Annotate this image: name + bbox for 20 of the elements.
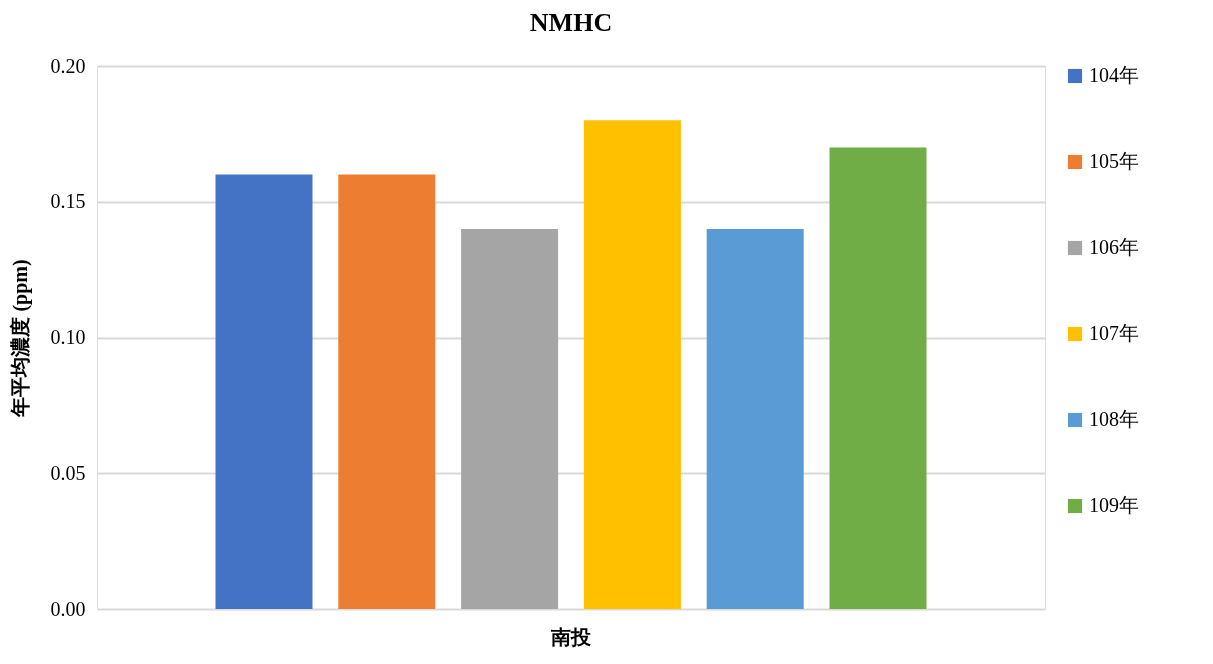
legend-label: 104年 xyxy=(1089,64,1139,86)
chart-title: NMHC xyxy=(529,8,613,37)
y-tick-label: 0.00 xyxy=(50,597,86,620)
x-tick-label: 南投 xyxy=(550,625,592,648)
bar xyxy=(215,174,313,609)
legend-label: 105年 xyxy=(1089,150,1139,172)
y-tick-label: 0.05 xyxy=(50,461,86,484)
legend-label: 107年 xyxy=(1089,322,1139,344)
bar xyxy=(829,147,927,609)
bar xyxy=(461,228,559,609)
y-tick-label: 0.20 xyxy=(50,54,86,77)
y-tick-label: 0.10 xyxy=(50,326,86,348)
legend-label: 108年 xyxy=(1089,408,1139,430)
legend-label: 106年 xyxy=(1089,236,1139,258)
y-tick-label: 0.15 xyxy=(50,190,86,213)
bar xyxy=(583,120,681,609)
bar xyxy=(706,228,804,609)
legend-label: 109年 xyxy=(1089,494,1139,516)
bar xyxy=(338,174,436,609)
y-axis-title: 年平均濃度 (ppm) xyxy=(8,259,32,418)
